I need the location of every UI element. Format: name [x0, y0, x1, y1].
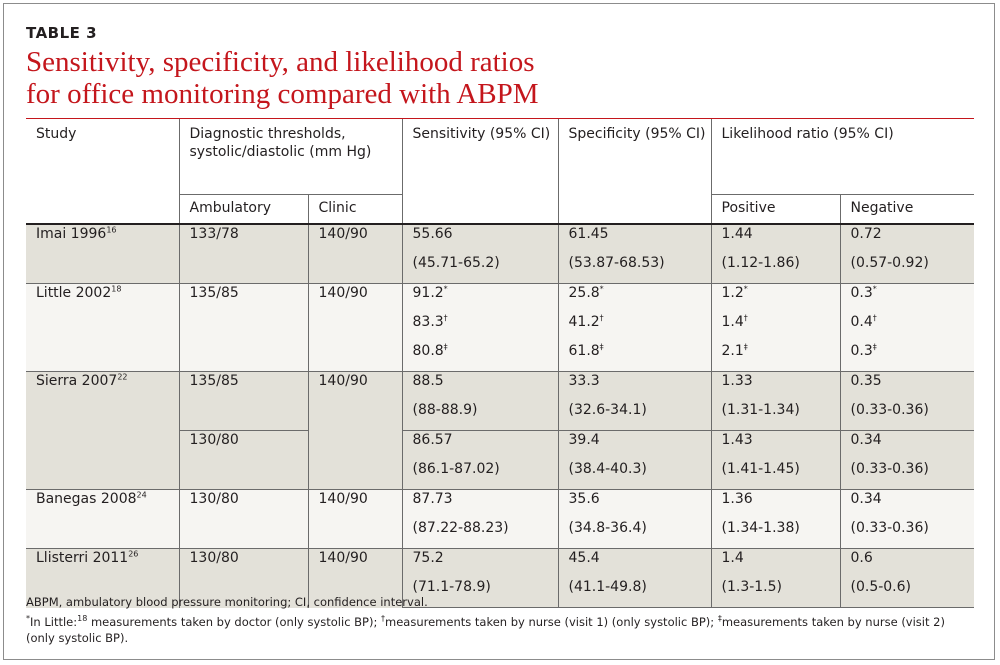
specificity-ci-cell: (38.4-40.3) — [557, 460, 711, 490]
clinic-cell: 140/90 — [307, 223, 402, 284]
col-header-clinic: Clinic — [307, 194, 402, 225]
negative-lr-cell: 0.34 — [839, 430, 974, 460]
positive-lr-ci-cell: (1.31-1.34) — [710, 401, 840, 431]
specificity-ci-cell: (32.6-34.1) — [557, 401, 711, 431]
sensitivity-cell: 80.8‡ — [401, 342, 558, 372]
ambulatory-cell: 130/80 — [178, 430, 308, 490]
sensitivity-cell: 55.66 — [401, 223, 558, 254]
clinic-cell: 140/90 — [307, 548, 402, 608]
table-row: (88-88.9) (32.6-34.1) (1.31-1.34) (0.33-… — [26, 401, 974, 431]
ambulatory-cell: 135/85 — [178, 283, 308, 372]
ambulatory-cell: 133/78 — [178, 223, 308, 284]
negative-lr-cell: 0.35 — [839, 371, 974, 401]
table-row: Sierra 200722 135/85 140/90 88.5 33.3 1.… — [26, 371, 974, 490]
positive-lr-cell: 1.4† — [710, 313, 840, 342]
table-row: (71.1-78.9) (41.1-49.8) (1.3-1.5) (0.5-0… — [26, 578, 974, 608]
positive-lr-ci-cell: (1.3-1.5) — [710, 578, 840, 608]
col-header-positive: Positive — [710, 194, 840, 225]
specificity-ci-cell: (41.1-49.8) — [557, 578, 711, 608]
ambulatory-cell: 135/85 — [178, 371, 308, 431]
sensitivity-ci-cell: (87.22-88.23) — [401, 519, 558, 549]
table-title: Sensitivity, specificity, and likelihood… — [26, 46, 966, 110]
negative-lr-ci-cell: (0.33-0.36) — [839, 519, 974, 549]
negative-lr-cell: 0.6 — [839, 548, 974, 578]
positive-lr-ci-cell: (1.12-1.86) — [710, 254, 840, 284]
negative-lr-cell: 0.3* — [839, 283, 974, 313]
positive-lr-cell: 1.36 — [710, 489, 840, 519]
footnote-abbreviations: ABPM, ambulatory blood pressure monitori… — [26, 595, 428, 609]
table-row: 83.3† 41.2† 1.4† 0.4† — [26, 313, 974, 342]
sensitivity-ci-cell: (45.71-65.2) — [401, 254, 558, 284]
specificity-ci-cell: (34.8-36.4) — [557, 519, 711, 549]
negative-lr-cell: 0.3‡ — [839, 342, 974, 372]
negative-lr-ci-cell: (0.5-0.6) — [839, 578, 974, 608]
clinic-cell: 140/90 — [307, 489, 402, 549]
positive-lr-cell: 1.2* — [710, 283, 840, 313]
ambulatory-cell: 130/80 — [178, 489, 308, 549]
col-header-likelihood: Likelihood ratio (95% CI) — [710, 118, 974, 195]
specificity-cell: 35.6 — [557, 489, 711, 519]
clinic-cell: 140/90 — [307, 283, 402, 372]
table-row: 80.8‡ 61.8‡ 2.1‡ 0.3‡ — [26, 342, 974, 372]
table-row: 130/80 86.57 39.4 1.43 0.34 — [26, 430, 974, 490]
title-line-2: for office monitoring compared with ABPM — [26, 78, 539, 110]
table-number: TABLE 3 — [26, 24, 98, 42]
positive-lr-ci-cell: (1.41-1.45) — [710, 460, 840, 490]
positive-lr-cell: 1.44 — [710, 223, 840, 254]
positive-lr-cell: 1.33 — [710, 371, 840, 401]
sensitivity-cell: 91.2* — [401, 283, 558, 313]
figure-frame — [3, 3, 995, 660]
col-header-negative: Negative — [839, 194, 974, 225]
results-table: Study Diagnostic thresholds, systolic/di… — [26, 118, 974, 608]
specificity-cell: 41.2† — [557, 313, 711, 342]
study-cell: Banegas 200824 — [26, 489, 179, 549]
negative-lr-ci-cell: (0.33-0.36) — [839, 401, 974, 431]
specificity-ci-cell: (53.87-68.53) — [557, 254, 711, 284]
specificity-cell: 45.4 — [557, 548, 711, 578]
positive-lr-ci-cell: (1.34-1.38) — [710, 519, 840, 549]
col-header-ambulatory: Ambulatory — [178, 194, 308, 225]
ambulatory-cell: 130/80 — [178, 548, 308, 608]
specificity-cell: 25.8* — [557, 283, 711, 313]
study-cell: Llisterri 201126 — [26, 548, 179, 608]
sensitivity-ci-cell: (71.1-78.9) — [401, 578, 558, 608]
positive-lr-cell: 2.1‡ — [710, 342, 840, 372]
table-row: (87.22-88.23) (34.8-36.4) (1.34-1.38) (0… — [26, 519, 974, 549]
negative-lr-cell: 0.34 — [839, 489, 974, 519]
col-header-study: Study — [26, 118, 179, 225]
col-header-thresholds: Diagnostic thresholds, systolic/diastoli… — [178, 118, 402, 195]
negative-lr-ci-cell: (0.33-0.36) — [839, 460, 974, 490]
study-cell: Little 200218 — [26, 283, 179, 372]
positive-lr-cell: 1.43 — [710, 430, 840, 460]
title-line-1: Sensitivity, specificity, and likelihood… — [26, 46, 535, 78]
table-row: Llisterri 201126 130/80 140/90 75.2 45.4… — [26, 548, 974, 608]
sensitivity-ci-cell: (88-88.9) — [401, 401, 558, 431]
specificity-cell: 61.8‡ — [557, 342, 711, 372]
table-row: (86.1-87.02) (38.4-40.3) (1.41-1.45) (0.… — [26, 460, 974, 490]
sensitivity-cell: 75.2 — [401, 548, 558, 578]
specificity-cell: 39.4 — [557, 430, 711, 460]
table-row: Banegas 200824 130/80 140/90 87.73 35.6 … — [26, 489, 974, 549]
col-header-sensitivity: Sensitivity (95% CI) — [401, 118, 558, 225]
negative-lr-cell: 0.72 — [839, 223, 974, 254]
sensitivity-cell: 87.73 — [401, 489, 558, 519]
col-header-specificity: Specificity (95% CI) — [557, 118, 711, 225]
sensitivity-cell: 86.57 — [401, 430, 558, 460]
positive-lr-cell: 1.4 — [710, 548, 840, 578]
study-cell: Imai 199616 — [26, 223, 179, 284]
table-row: Imai 199616 133/78 140/90 55.66 61.45 1.… — [26, 223, 974, 284]
sensitivity-cell: 88.5 — [401, 371, 558, 401]
sensitivity-ci-cell: (86.1-87.02) — [401, 460, 558, 490]
table-row: Little 200218 135/85 140/90 91.2* 25.8* … — [26, 283, 974, 372]
table-row: (45.71-65.2) (53.87-68.53) (1.12-1.86) (… — [26, 254, 974, 284]
negative-lr-cell: 0.4† — [839, 313, 974, 342]
negative-lr-ci-cell: (0.57-0.92) — [839, 254, 974, 284]
sensitivity-cell: 83.3† — [401, 313, 558, 342]
study-cell: Sierra 200722 — [26, 371, 179, 490]
clinic-cell: 140/90 — [307, 371, 402, 490]
specificity-cell: 33.3 — [557, 371, 711, 401]
specificity-cell: 61.45 — [557, 223, 711, 254]
footnote-little: *In Little:18 measurements taken by doct… — [26, 614, 945, 645]
